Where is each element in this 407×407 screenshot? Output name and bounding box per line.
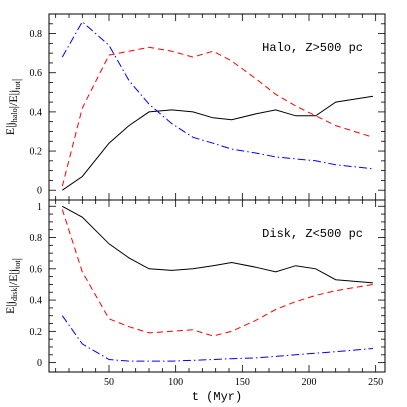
y-tick-label: 0.2	[30, 147, 43, 158]
x-tick-label: 50	[104, 377, 114, 388]
y-tick-label: 0.4	[30, 296, 43, 307]
series-line-solid	[62, 205, 374, 284]
y-tick-label: 0.8	[30, 233, 43, 244]
y-tick-label: 0.4	[30, 107, 43, 118]
x-tick-label: 100	[168, 377, 183, 388]
panel-top: 0 0.2 0.4 0.6 0.8 Halo, Z>500 pc E|jhalo|/E|jt…	[3, 13, 386, 201]
y-tick-label: 0.2	[30, 327, 43, 338]
x-axis-label: t (Myr)	[192, 390, 242, 404]
y-axis-label: E|jhalo|/E|jtot|	[3, 79, 23, 136]
series-line-dashed	[61, 46, 374, 187]
series-line-dashed	[61, 209, 374, 337]
series-line-dashdot	[61, 21, 374, 170]
y-tick-label: 0.8	[30, 29, 43, 40]
x-tick-label: 250	[368, 377, 383, 388]
panel-annotation: Halo, Z>500 pc	[262, 41, 363, 55]
y-tick-label: 1	[37, 202, 42, 213]
series-line-dashdot	[61, 315, 374, 362]
x-tick-label: 150	[235, 377, 250, 388]
y-tick-label: 0	[37, 186, 42, 197]
y-tick-label: 0.6	[30, 264, 43, 275]
series-line-solid	[62, 95, 374, 191]
panel-frame	[48, 199, 386, 373]
y-tick-label: 0.6	[30, 68, 43, 79]
x-tick-label: 200	[302, 377, 317, 388]
panel-annotation: Disk, Z<500 pc	[262, 227, 363, 241]
y-axis-label: E|jdisk|/E|jtot|	[3, 258, 23, 314]
y-tick-label: 0	[37, 358, 42, 369]
